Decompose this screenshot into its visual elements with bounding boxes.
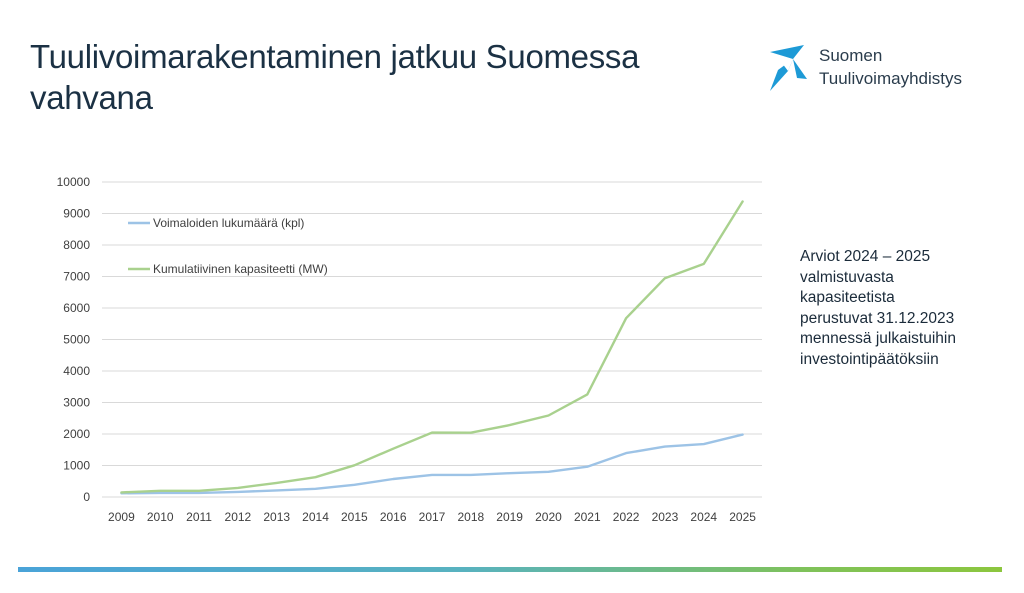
y-tick-label: 1000 — [63, 459, 90, 473]
x-tick-label: 2010 — [147, 510, 174, 524]
x-tick-label: 2015 — [341, 510, 368, 524]
series-line-2 — [120, 200, 744, 494]
x-tick-label: 2016 — [380, 510, 407, 524]
y-tick-label: 3000 — [63, 396, 90, 410]
y-tick-label: 6000 — [63, 301, 90, 315]
legend-label: Kumulatiivinen kapasiteetti (MW) — [153, 262, 328, 276]
slide-title-line2: vahvana — [30, 79, 153, 116]
y-tick-label: 10000 — [57, 175, 91, 189]
series-line-1 — [120, 433, 744, 495]
slide-title-line1: Tuulivoimarakentaminen jatkuu Suomessa — [30, 38, 640, 75]
y-tick-label: 2000 — [63, 427, 90, 441]
x-tick-label: 2019 — [496, 510, 523, 524]
y-tick-label: 4000 — [63, 364, 90, 378]
line-chart: 0 1000 2000 3000 4000 5000 6000 7000 8000 9000 100… — [57, 175, 762, 524]
x-tick-label: 2018 — [457, 510, 484, 524]
y-tick-label: 9000 — [63, 207, 90, 221]
wind-turbine-logo-icon — [770, 45, 807, 91]
x-tick-label: 2024 — [690, 510, 717, 524]
x-tick-label: 2021 — [574, 510, 601, 524]
y-tick-label: 0 — [83, 490, 90, 504]
slide-title: Tuulivoimarakentaminen jatkuu Suomessa v… — [30, 36, 730, 118]
x-tick-label: 2011 — [186, 510, 212, 524]
logo: Suomen Tuulivoimayhdistys — [766, 44, 1006, 96]
y-tick-label: 8000 — [63, 238, 90, 252]
x-tick-label: 2009 — [108, 510, 135, 524]
estimate-note: Arviot 2024 – 2025 valmistuvasta kapasit… — [800, 248, 956, 368]
x-tick-label: 2013 — [263, 510, 290, 524]
x-tick-label: 2014 — [302, 510, 329, 524]
logo-text: Suomen Tuulivoimayhdistys — [819, 44, 962, 90]
x-tick-label: 2022 — [613, 510, 640, 524]
y-tick-label: 7000 — [63, 270, 90, 284]
x-tick-label: 2020 — [535, 510, 562, 524]
footer-gradient-bar — [18, 567, 1002, 572]
x-tick-label: 2012 — [225, 510, 252, 524]
x-tick-label: 2023 — [652, 510, 679, 524]
logo-line1: Suomen — [819, 46, 883, 65]
logo-line2: Tuulivoimayhdistys — [819, 69, 962, 88]
legend-label: Voimaloiden lukumäärä (kpl) — [153, 216, 304, 230]
y-tick-label: 5000 — [63, 333, 90, 347]
x-tick-label: 2025 — [729, 510, 756, 524]
x-tick-label: 2017 — [419, 510, 446, 524]
